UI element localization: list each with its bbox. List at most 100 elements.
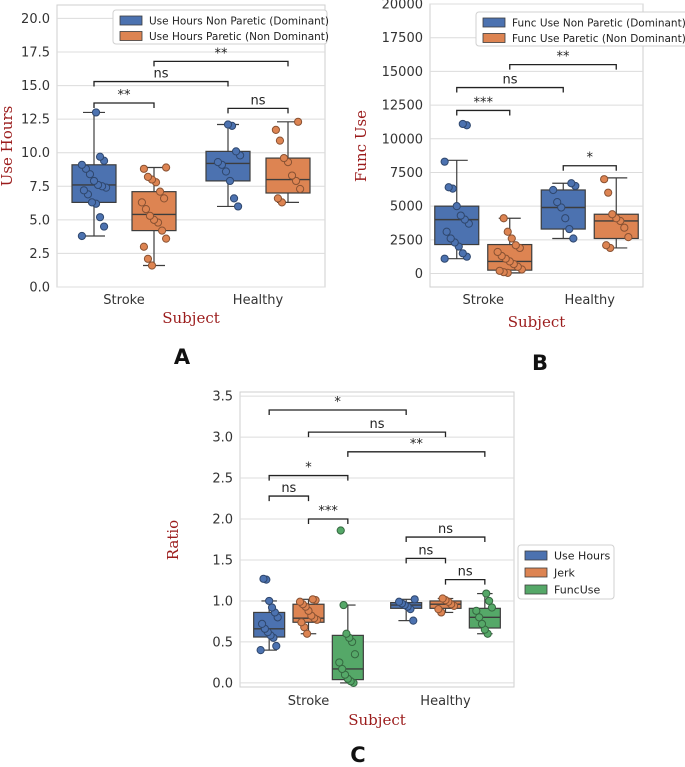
y-tick-label: 1.0: [212, 594, 233, 609]
significance-label: ns: [418, 543, 433, 558]
data-point: [444, 183, 453, 192]
data-point: [458, 249, 467, 258]
significance-label: ***: [474, 95, 494, 110]
significance-label: ns: [281, 481, 296, 496]
data-point: [143, 172, 153, 181]
data-point: [139, 164, 149, 173]
data-point: [291, 176, 301, 186]
significance-bracket: [268, 474, 349, 481]
data-point: [287, 171, 297, 180]
data-point: [275, 136, 285, 145]
data-point: [162, 163, 171, 172]
data-point: [456, 211, 465, 220]
data-point: [265, 596, 274, 606]
x-tick-label: Stroke: [463, 293, 504, 308]
data-point: [293, 117, 303, 126]
data-point: [440, 254, 449, 263]
data-point: [162, 234, 171, 243]
chart-panel-b: 0 2500 5000 7500 10000 12500 15000 17500 20000 St…: [352, 0, 685, 375]
data-point: [141, 205, 151, 214]
legend-label: Func Use Non Paretic (Dominant): [512, 18, 685, 30]
significance-bracket: [227, 107, 289, 114]
data-point: [233, 202, 243, 211]
data-point: [77, 231, 87, 241]
data-point: [482, 589, 491, 598]
data-point: [409, 616, 418, 625]
x-axis-label: Subject: [348, 711, 406, 729]
data-point: [221, 167, 231, 176]
y-tick-label: 15.0: [21, 79, 50, 94]
data-point: [271, 125, 280, 134]
data-point: [446, 234, 455, 243]
legend-swatch: [482, 33, 506, 43]
legend-swatch: [119, 31, 143, 41]
data-point: [440, 157, 449, 166]
data-point: [279, 153, 289, 163]
data-point: [394, 597, 404, 606]
data-point: [143, 254, 153, 263]
y-tick-label: 17.5: [21, 46, 50, 61]
data-point: [308, 595, 317, 604]
significance-label: ***: [318, 504, 338, 519]
x-tick-label: Stroke: [288, 694, 329, 709]
significance-label: ns: [369, 417, 384, 432]
data-point: [336, 526, 345, 535]
data-point: [569, 234, 578, 243]
legend: Use Hours Non Paretic (Dominant) Use Hour…: [112, 9, 329, 45]
data-point: [295, 597, 305, 606]
data-point: [350, 650, 360, 659]
legend-label: Func Use Paretic (Non Dominant): [512, 33, 685, 45]
y-tick-label: 2500: [390, 233, 423, 248]
data-point: [231, 147, 241, 156]
significance-bracket: [307, 518, 349, 525]
significance-bracket: [347, 451, 486, 457]
y-tick-label: 12.5: [21, 113, 50, 128]
data-point: [484, 596, 494, 606]
legend-label: Use Hours Non Paretic (Dominant): [149, 16, 329, 28]
y-axis-label: Ratio: [164, 520, 182, 560]
y-tick-label: 0.5: [212, 635, 233, 650]
panel-letter: C: [350, 743, 365, 767]
data-point: [159, 194, 169, 203]
data-point: [259, 574, 268, 583]
data-point: [77, 160, 87, 169]
data-point: [87, 198, 97, 207]
legend-swatch: [524, 550, 548, 561]
significance-bracket: [509, 63, 617, 70]
significance-label: ns: [458, 565, 473, 580]
significance-label: **: [215, 46, 229, 61]
y-tick-label: 3.0: [212, 431, 233, 446]
data-point: [139, 242, 149, 251]
y-tick-label: 0.0: [29, 281, 50, 296]
data-point: [604, 188, 613, 197]
significance-bracket: [93, 102, 155, 109]
legend-label: FuncUse: [554, 584, 600, 597]
data-point: [157, 226, 167, 235]
data-point: [565, 224, 574, 234]
data-point: [477, 619, 487, 629]
y-tick-label: 20000: [382, 0, 423, 13]
data-point: [493, 247, 502, 257]
data-point: [442, 227, 451, 236]
significance-bracket: [405, 536, 486, 543]
panel-letter: A: [174, 345, 191, 369]
y-tick-label: 2.5: [212, 472, 233, 487]
data-point: [608, 210, 617, 219]
data-point: [302, 629, 312, 638]
data-point: [99, 222, 109, 231]
data-point: [507, 234, 516, 243]
data-point: [273, 194, 283, 203]
y-tick-label: 5000: [390, 200, 423, 215]
x-axis-label: Subject: [508, 313, 566, 331]
data-point: [503, 227, 512, 236]
data-point: [145, 211, 155, 220]
significance-bracket: [307, 431, 447, 438]
y-tick-label: 1.5: [212, 553, 233, 568]
significance-bracket: [268, 495, 310, 502]
data-point: [511, 241, 520, 250]
y-tick-label: 10.0: [21, 146, 50, 161]
y-tick-label: 0: [415, 267, 423, 282]
data-point: [267, 603, 277, 612]
y-tick-label: 2.5: [29, 247, 50, 262]
